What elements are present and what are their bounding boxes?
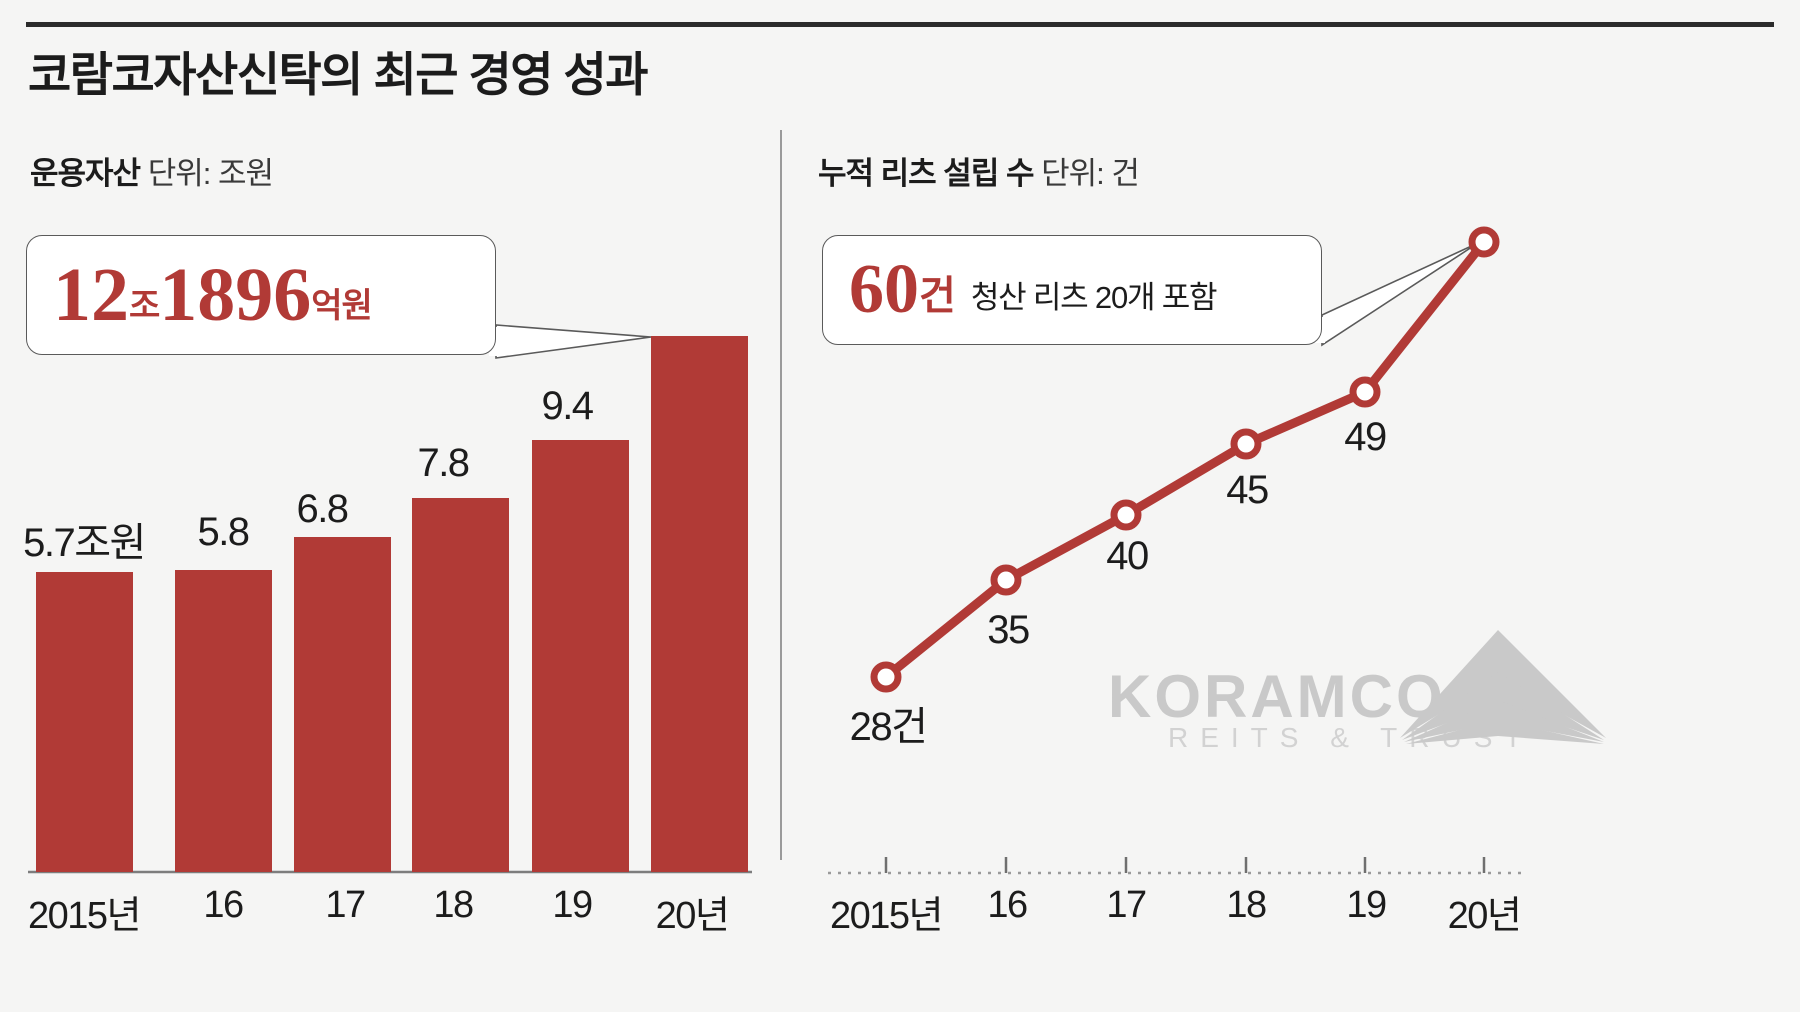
panel-divider [780, 130, 782, 860]
page-title: 코람코자산신탁의 최근 경영 성과 [28, 48, 649, 101]
bar-category-label-1: 16 [203, 884, 244, 926]
bar-value-label-2: 6.8 [296, 487, 349, 531]
bar-chart [28, 336, 752, 874]
bar-category-label-5: 20년 [655, 895, 730, 937]
line-point-16 [990, 564, 1022, 596]
logo-mountain-icon [1400, 630, 1606, 744]
bar-category-label-3: 18 [433, 884, 474, 926]
line-category-label-4: 19 [1346, 884, 1387, 926]
logo-wordmark: KORAMCO [1108, 663, 1446, 730]
right-panel-unit: 단위: 건 [1041, 156, 1140, 191]
bar-category-label-0: 2015년 [28, 895, 142, 937]
right-callout-value: 60 [849, 251, 919, 328]
line-point-19 [1349, 376, 1381, 408]
right-panel-subtitle: 누적 리츠 설립 수 단위: 건 [818, 148, 1140, 193]
right-callout-tail [1321, 242, 1479, 347]
bar-17 [294, 537, 391, 872]
left-callout-tail [495, 324, 652, 359]
line-point-20 [1468, 226, 1500, 258]
line-category-label-1: 16 [987, 884, 1028, 926]
right-callout-note: 청산 리츠 20개 포함 [970, 279, 1218, 315]
right-callout-suffix: 건 [919, 274, 956, 318]
line-point-17 [1110, 499, 1142, 531]
right-callout-box: 60 건 청산 리츠 20개 포함 [822, 235, 1322, 345]
right-panel-title: 누적 리츠 설립 수 [818, 156, 1034, 191]
line-value-label-0: 28건 [849, 705, 928, 749]
bar-2015 [36, 572, 133, 872]
bar-category-label-4: 19 [552, 884, 593, 926]
left-panel-unit: 단위: 조원 [147, 156, 274, 191]
line-value-label-3: 45 [1226, 468, 1269, 512]
left-callout-suffix-1: 조 [129, 287, 160, 325]
bar-value-label-4: 9.4 [541, 384, 594, 428]
line-category-label-2: 17 [1106, 884, 1147, 926]
line-point-2015 [870, 661, 902, 693]
left-panel-title: 운용자산 [30, 156, 141, 191]
line-category-label-3: 18 [1226, 884, 1267, 926]
top-rule-divider [26, 22, 1774, 27]
bar-16 [175, 570, 272, 872]
bar-20 [651, 336, 748, 872]
bar-value-label-3: 7.8 [417, 441, 470, 485]
line-point-18 [1230, 428, 1262, 460]
line-category-label-0: 2015년 [830, 895, 944, 937]
line-value-label-4: 49 [1344, 415, 1387, 459]
left-callout-box: 12 조 1896 억원 [26, 235, 496, 355]
left-callout-suffix-2: 억원 [311, 287, 373, 325]
bar-value-label-0: 5.7조원 [23, 521, 146, 565]
bar-category-label-2: 17 [325, 884, 366, 926]
line-value-label-1: 35 [987, 608, 1030, 652]
line-category-label-5: 20년 [1447, 895, 1522, 937]
bar-value-label-1: 5.8 [197, 510, 250, 554]
left-callout-value-1: 12 [53, 253, 129, 337]
line-value-label-2: 40 [1106, 534, 1149, 578]
koramco-logo-watermark: KORAMCO REITS & TRUST [1108, 618, 1608, 778]
left-panel-subtitle: 운용자산 단위: 조원 [30, 148, 274, 193]
bar-18 [412, 498, 509, 872]
bar-19 [532, 440, 629, 872]
left-callout-value-2: 1896 [159, 253, 312, 337]
